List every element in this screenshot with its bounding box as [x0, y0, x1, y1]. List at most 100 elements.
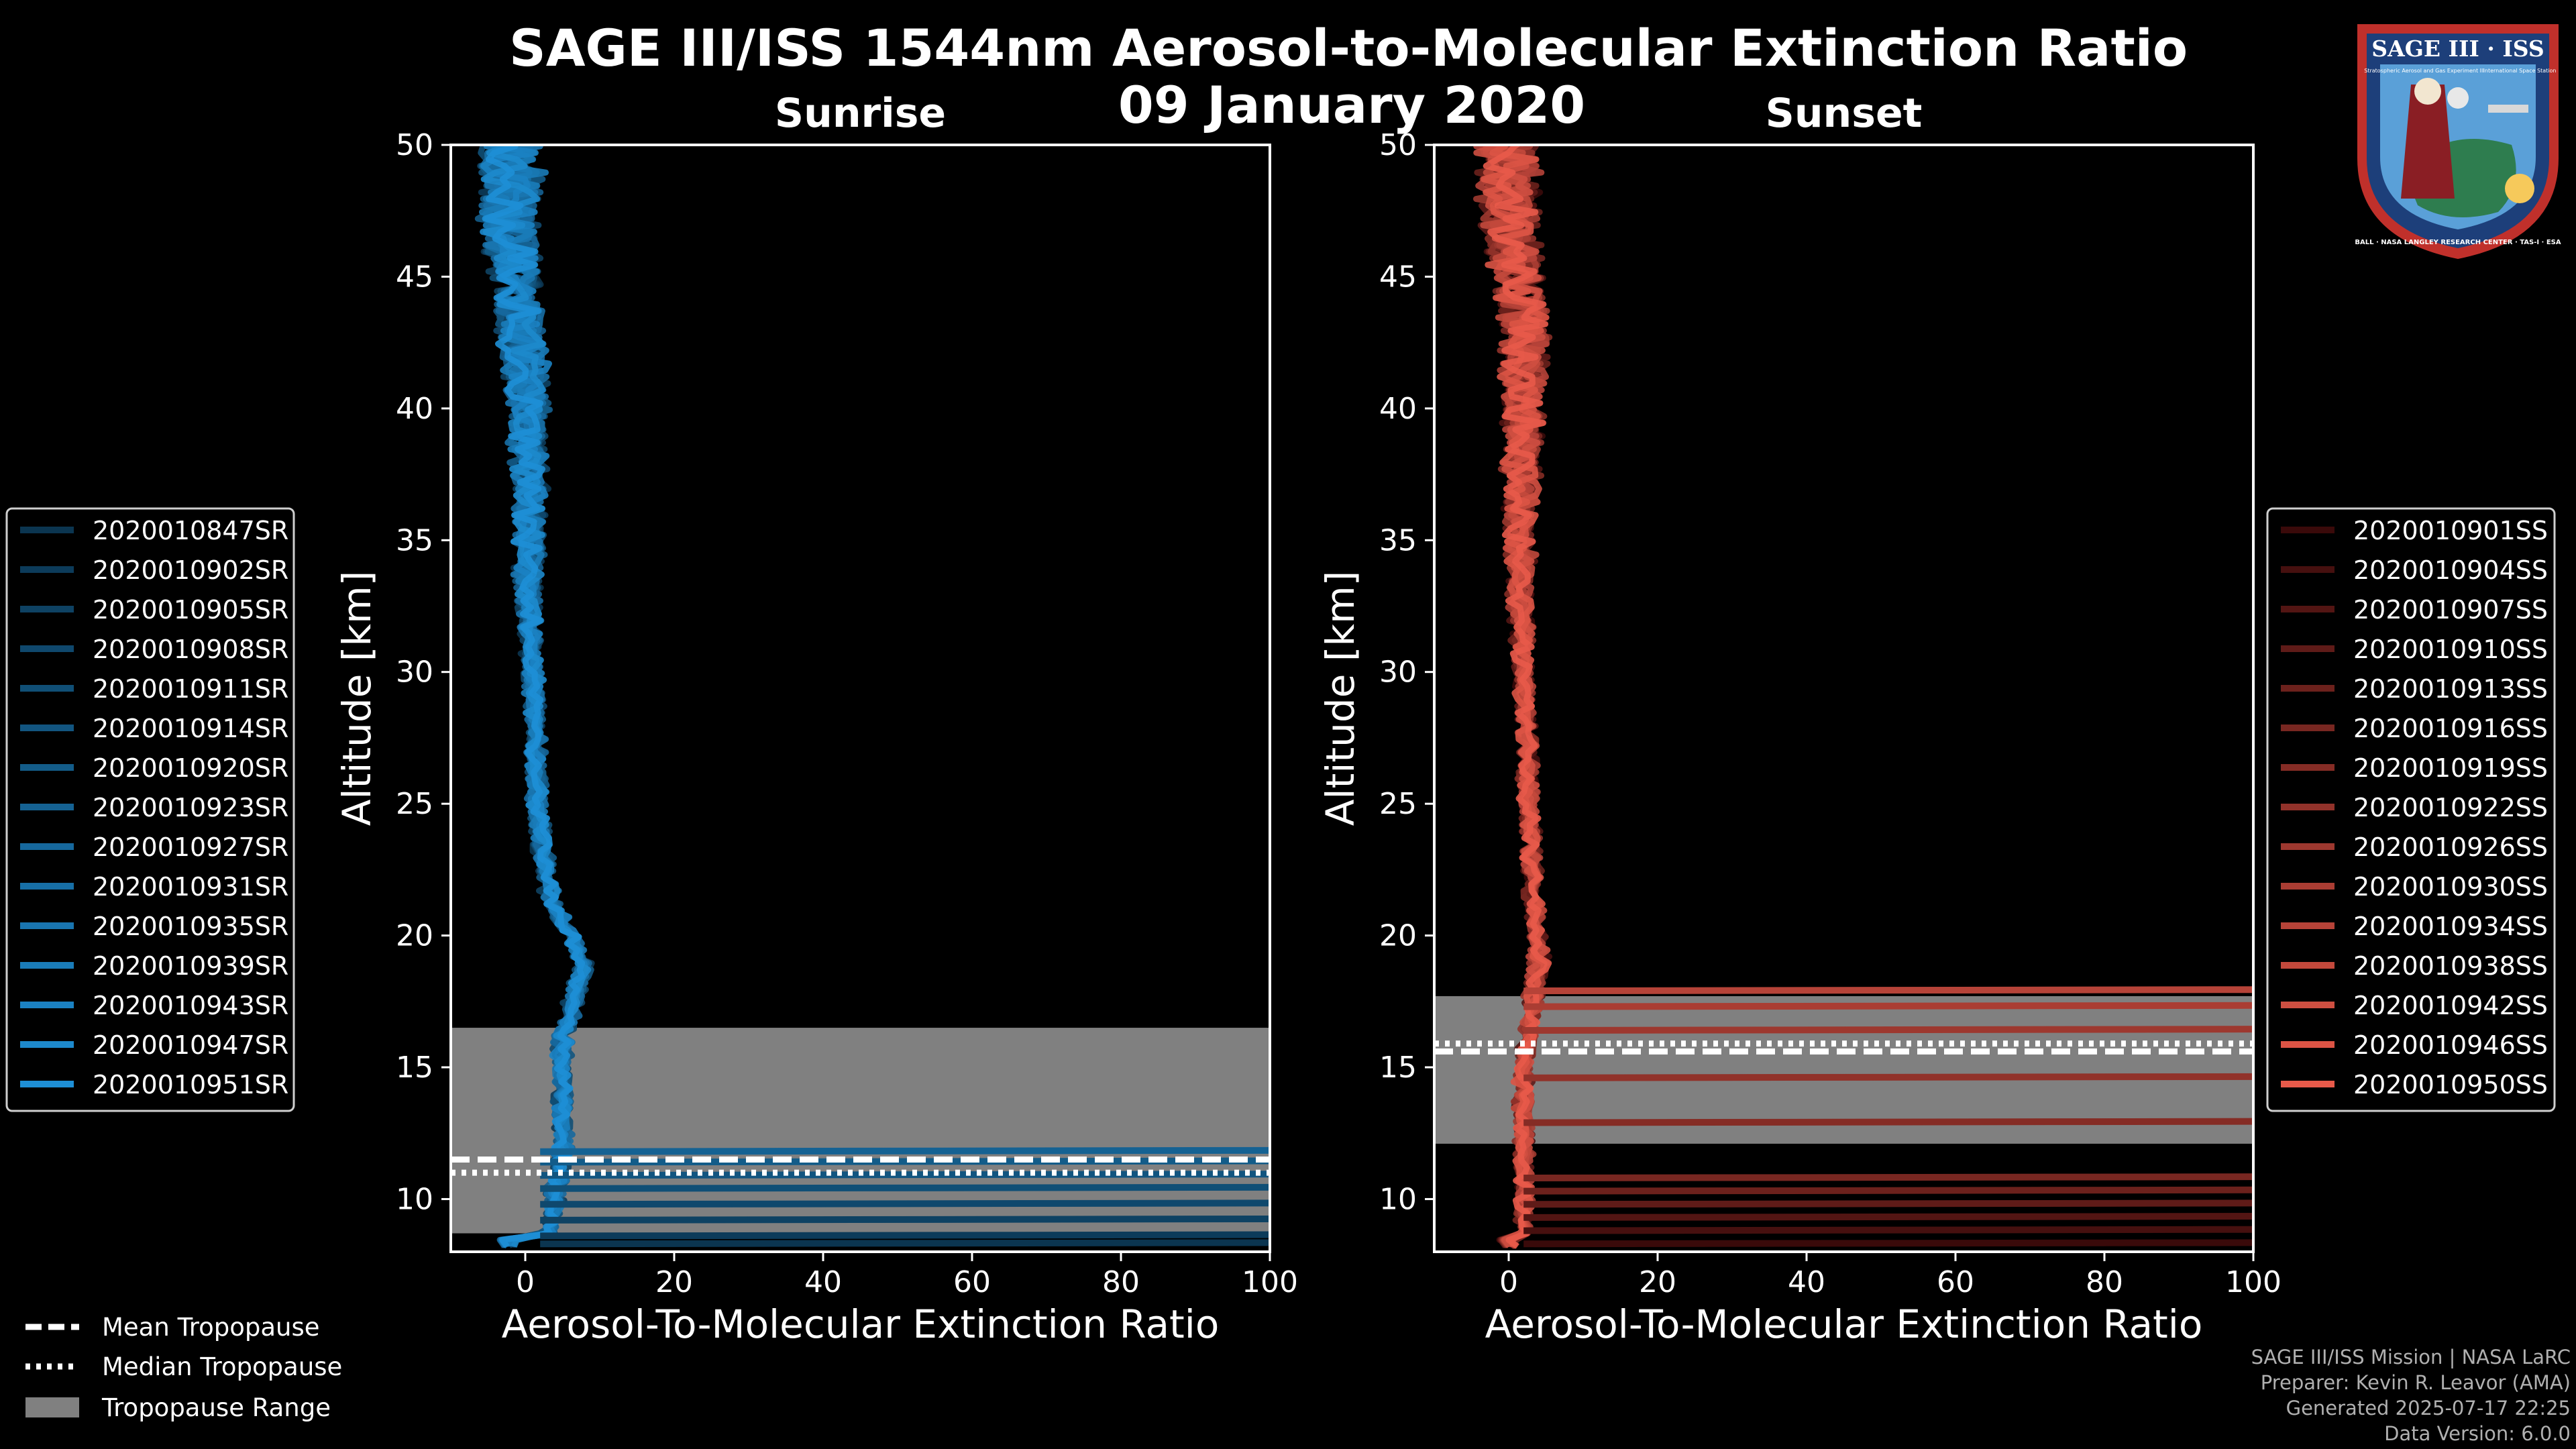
legend-label-2020010922SS: 2020010922SS [2353, 793, 2548, 822]
profile-lines [1473, 145, 2253, 1250]
x-tick-label: 0 [516, 1265, 535, 1299]
sunrise-panel: 0 20 40 60 80 100 10 15 20 25 30 35 40 45 50 Aerosol-To… [334, 90, 1298, 1347]
sunrise-legend-entries: 2020010847SR 2020010902SR 2020010905SR 2020… [20, 516, 288, 1099]
legend-label-2020010934SS: 2020010934SS [2353, 912, 2548, 941]
y-tick-label: 15 [396, 1051, 433, 1085]
legend-label-2020010950SS: 2020010950SS [2353, 1070, 2548, 1099]
x-tick-label: 40 [804, 1265, 842, 1299]
x-axis-label: Aerosol-To-Molecular Extinction Ratio [1485, 1301, 2203, 1347]
mean-tropopause-label: Mean Tropopause [102, 1313, 320, 1342]
sage-iii-iss-mission-logo: SAGE III · ISS Stratospheric Aerosol and… [2355, 24, 2561, 259]
x-tick-label: 100 [2225, 1265, 2282, 1299]
profile-excursion [540, 1215, 1270, 1224]
profile-excursion [1523, 1118, 2253, 1126]
y-tick-label: 45 [1379, 260, 1417, 294]
profile-excursion [1523, 986, 2253, 995]
legend-label-2020010942SS: 2020010942SS [2353, 991, 2548, 1020]
figure-date: 09 January 2020 [1118, 75, 1585, 135]
y-tick-label: 50 [1379, 128, 1417, 162]
x-tick-label: 100 [1242, 1265, 1298, 1299]
y-tick-label: 25 [1379, 787, 1417, 821]
credit-preparer: Preparer: Kevin R. Leavor (AMA) [2260, 1371, 2571, 1394]
profile-excursion [540, 1146, 1270, 1155]
plot-frame [1433, 144, 2255, 1253]
profile-excursion [1523, 1026, 2253, 1034]
y-tick-label: 25 [396, 787, 433, 821]
sunrise-legend: 2020010847SR 2020010902SR 2020010905SR 2020… [5, 507, 295, 1112]
logo-station-label: International Space Station [2483, 68, 2557, 74]
legend-label-2020010919SS: 2020010919SS [2353, 753, 2548, 783]
legend-label-2020010947SR: 2020010947SR [93, 1030, 288, 1060]
x-tick-label: 60 [953, 1265, 991, 1299]
y-tick-label: 20 [396, 919, 433, 953]
y-tick-label: 45 [396, 260, 433, 294]
logo-wizard-head-icon [2414, 78, 2441, 105]
legend-label-2020010926SS: 2020010926SS [2353, 833, 2548, 862]
panel-title: Sunrise [775, 90, 946, 137]
y-tick-label: 10 [396, 1182, 433, 1216]
profile-excursion [540, 1183, 1270, 1192]
y-tick-label: 10 [1379, 1182, 1417, 1216]
legend-label-2020010902SR: 2020010902SR [93, 555, 288, 585]
legend-label-2020010847SR: 2020010847SR [93, 516, 288, 545]
legend-label-2020010946SS: 2020010946SS [2353, 1030, 2548, 1060]
logo-station-icon [2488, 105, 2528, 113]
legend-label-2020010901SS: 2020010901SS [2353, 516, 2548, 545]
profile-excursion [1523, 1173, 2253, 1181]
y-tick-label: 35 [1379, 523, 1417, 557]
legend-label-2020010923SR: 2020010923SR [93, 793, 288, 822]
panel-title: Sunset [1766, 90, 1923, 137]
legend-label-2020010905SR: 2020010905SR [93, 595, 288, 625]
y-tick-label: 35 [396, 523, 433, 557]
legend-label-2020010930SS: 2020010930SS [2353, 872, 2548, 902]
legend-label-2020010951SR: 2020010951SR [93, 1070, 288, 1099]
profile-excursion [1523, 1002, 2253, 1010]
median-tropopause-label: Median Tropopause [102, 1352, 342, 1381]
tropopause-range-label: Tropopause Range [101, 1393, 331, 1422]
tropopause-range-band [451, 1028, 1270, 1234]
x-tick-label: 80 [2086, 1265, 2123, 1299]
profile-excursion [1523, 1239, 2253, 1248]
legend-label-2020010927SR: 2020010927SR [93, 833, 288, 862]
profile-line-2020010951SR [482, 145, 586, 1248]
profile-excursion [1523, 1186, 2253, 1195]
profile-excursion [1523, 1199, 2253, 1208]
x-tick-label: 20 [1639, 1265, 1676, 1299]
y-tick-label: 50 [396, 128, 433, 162]
sunset-legend-frame [2266, 507, 2556, 1112]
legend-label-2020010904SS: 2020010904SS [2353, 555, 2548, 585]
logo-wizard-icon [2401, 85, 2455, 199]
logo-subtitle: Stratospheric Aerosol and Gas Experiment… [2364, 68, 2484, 74]
y-tick-label: 30 [396, 655, 433, 690]
y-tick-label: 40 [396, 392, 433, 426]
sunrise-legend-frame [5, 507, 295, 1112]
legend-label-2020010920SR: 2020010920SR [93, 753, 288, 783]
logo-ring-text: BALL · NASA LANGLEY RESEARCH CENTER · TA… [2355, 239, 2561, 246]
y-tick-label: 40 [1379, 392, 1417, 426]
sunset-panel: 0 20 40 60 80 100 10 15 20 25 30 35 40 45 50 Aerosol-To… [1318, 90, 2282, 1347]
profile-excursion [540, 1231, 1270, 1240]
y-tick-label: 20 [1379, 919, 1417, 953]
legend-label-2020010916SS: 2020010916SS [2353, 714, 2548, 743]
profile-excursion [540, 1239, 1270, 1248]
legend-label-2020010908SR: 2020010908SR [93, 635, 288, 664]
y-axis-label: Altitude [km] [1318, 571, 1363, 826]
tropopause-range-swatch [25, 1397, 79, 1417]
legend-label-2020010911SR: 2020010911SR [93, 674, 288, 704]
profile-excursion [540, 1199, 1270, 1208]
legend-label-2020010939SR: 2020010939SR [93, 951, 288, 981]
y-axis-label: Altitude [km] [334, 571, 380, 826]
credit-mission: SAGE III/ISS Mission | NASA LaRC [2251, 1346, 2571, 1368]
profile-excursion [1523, 1073, 2253, 1081]
credit-generated: Generated 2025-07-17 22:25 [2286, 1397, 2571, 1419]
profile-line-2020010946SS [1481, 145, 1550, 1247]
legend-label-2020010931SR: 2020010931SR [93, 872, 288, 902]
sunset-legend: 2020010901SS 2020010904SS 2020010907SS 2020… [2266, 507, 2556, 1112]
legend-label-2020010913SS: 2020010913SS [2353, 674, 2548, 704]
x-tick-label: 40 [1788, 1265, 1825, 1299]
x-tick-label: 20 [655, 1265, 693, 1299]
tropopause-legend: Mean Tropopause Median Tropopause Tropop… [25, 1313, 342, 1422]
sunset-legend-entries: 2020010901SS 2020010904SS 2020010907SS 2020… [2281, 516, 2548, 1099]
logo-title: SAGE III · ISS [2371, 36, 2544, 62]
